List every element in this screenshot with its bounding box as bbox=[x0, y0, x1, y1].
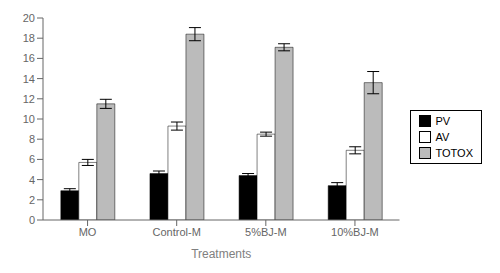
svg-text:10%BJ-M: 10%BJ-M bbox=[331, 226, 379, 238]
svg-text:4: 4 bbox=[29, 174, 35, 186]
svg-text:MO: MO bbox=[79, 226, 97, 238]
svg-text:14: 14 bbox=[23, 73, 35, 85]
svg-text:20: 20 bbox=[23, 12, 35, 24]
svg-text:10: 10 bbox=[23, 113, 35, 125]
svg-text:16: 16 bbox=[23, 52, 35, 64]
svg-text:12: 12 bbox=[23, 93, 35, 105]
svg-text:8: 8 bbox=[29, 133, 35, 145]
svg-text:2: 2 bbox=[29, 194, 35, 206]
svg-text:0: 0 bbox=[29, 214, 35, 226]
svg-text:5%BJ-M: 5%BJ-M bbox=[245, 226, 287, 238]
html-text:TOTOX: TOTOX bbox=[435, 146, 473, 159]
svg-text:Control-M: Control-M bbox=[153, 226, 201, 238]
html-text:AV: AV bbox=[435, 130, 450, 143]
svg-text:18: 18 bbox=[23, 32, 35, 44]
html-text:PV: PV bbox=[435, 114, 451, 127]
svg-text:6: 6 bbox=[29, 153, 35, 165]
svg-text:Treatments: Treatments bbox=[191, 247, 251, 261]
